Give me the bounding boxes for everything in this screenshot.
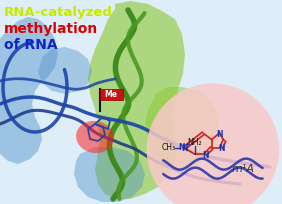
Text: NH₂: NH₂ (188, 137, 202, 146)
Polygon shape (145, 88, 220, 169)
Text: N: N (181, 144, 188, 153)
Text: N: N (216, 129, 222, 138)
Polygon shape (0, 18, 58, 164)
Text: N: N (178, 143, 185, 152)
Text: Me: Me (105, 90, 118, 99)
Text: of RNA: of RNA (4, 38, 58, 52)
Text: CH₃: CH₃ (161, 143, 175, 152)
Text: m¹A: m¹A (232, 163, 254, 173)
Circle shape (147, 84, 279, 204)
Text: methylation: methylation (4, 22, 98, 36)
Polygon shape (88, 2, 185, 199)
Polygon shape (74, 147, 145, 202)
Text: +: + (184, 141, 190, 147)
Text: N: N (218, 144, 224, 153)
FancyBboxPatch shape (100, 89, 122, 100)
Ellipse shape (76, 121, 114, 153)
Polygon shape (38, 48, 92, 94)
Text: N: N (202, 150, 209, 159)
Text: RNA-catalyzed: RNA-catalyzed (4, 6, 113, 19)
